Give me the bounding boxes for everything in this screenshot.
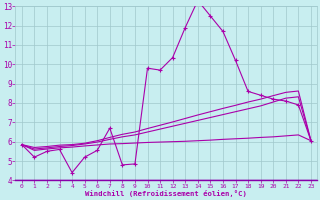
X-axis label: Windchill (Refroidissement éolien,°C): Windchill (Refroidissement éolien,°C)	[85, 190, 247, 197]
